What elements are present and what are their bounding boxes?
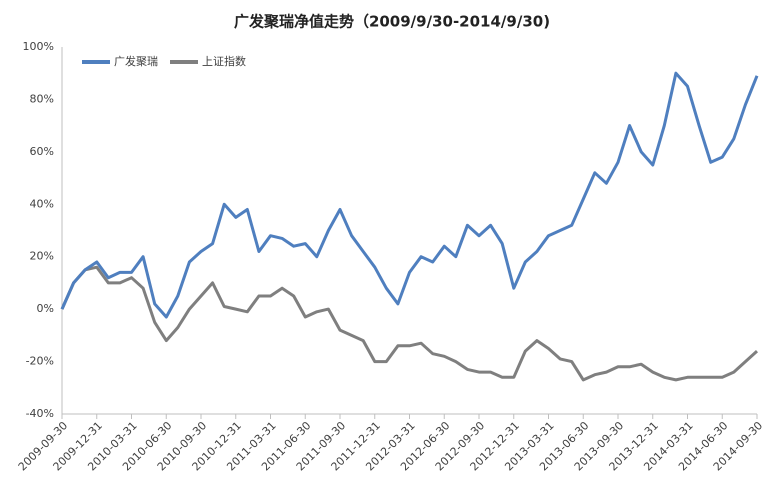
y-tick-label: 20%	[30, 250, 54, 263]
legend-label: 广发聚瑞	[114, 54, 158, 68]
y-tick-label: 100%	[23, 40, 54, 53]
chart-title: 广发聚瑞净值走势（2009/9/30-2014/9/30)	[234, 13, 550, 31]
series-line	[60, 265, 759, 382]
legend-label: 上证指数	[202, 54, 246, 68]
series-line	[60, 71, 759, 319]
y-tick-label: 0%	[37, 302, 54, 315]
y-tick-label: 40%	[30, 197, 54, 210]
y-tick-label: 80%	[30, 92, 54, 105]
y-tick-label: -40%	[26, 407, 54, 420]
y-tick-label: -20%	[26, 355, 54, 368]
y-tick-label: 60%	[30, 145, 54, 158]
